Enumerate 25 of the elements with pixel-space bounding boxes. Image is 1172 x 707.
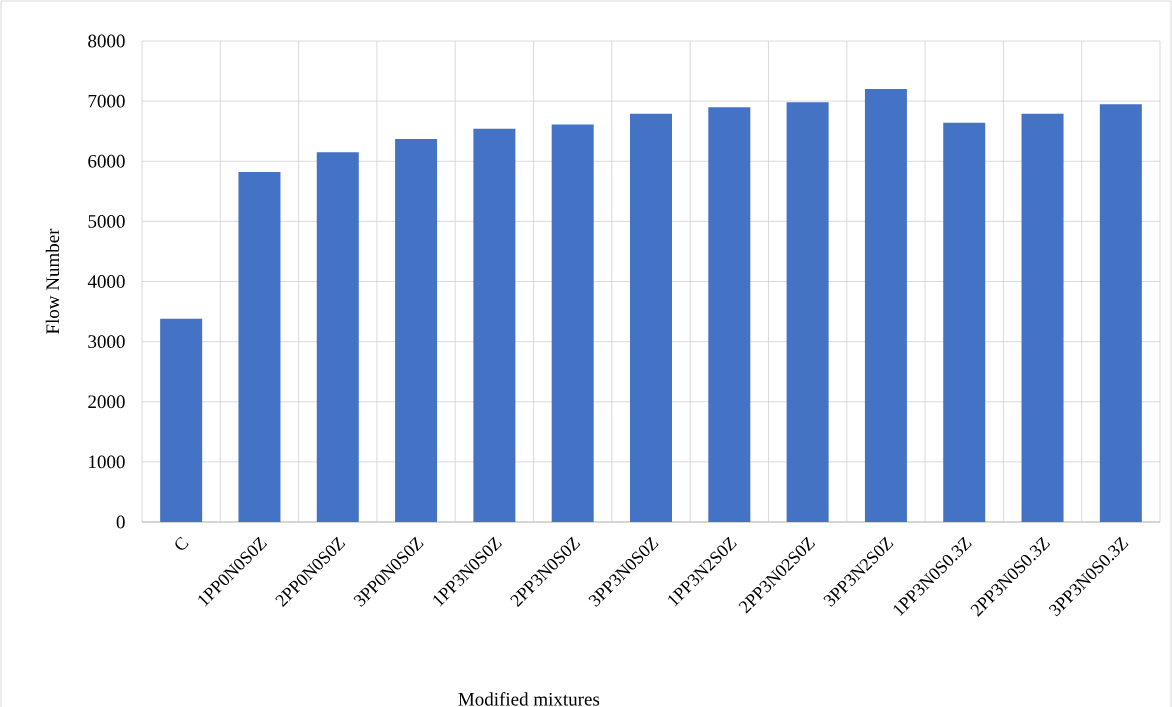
- bar: [160, 318, 203, 523]
- y-tick-label: 7000: [88, 94, 125, 108]
- y-tick-label: 6000: [88, 154, 125, 168]
- bar: [551, 124, 594, 523]
- x-tick-label: C: [175, 536, 189, 550]
- bar: [1099, 104, 1142, 523]
- bar: [473, 128, 516, 523]
- bar: [786, 102, 829, 523]
- y-tick-label: 8000: [88, 34, 125, 48]
- y-tick-label: 3000: [88, 335, 125, 349]
- bar: [238, 172, 281, 523]
- bar: [864, 89, 907, 523]
- bar: [395, 139, 438, 523]
- bar: [943, 122, 986, 523]
- bar: [1021, 113, 1064, 523]
- y-axis-title: Flow Number: [45, 228, 60, 334]
- y-tick-label: 1000: [89, 455, 125, 469]
- y-tick-label: 4000: [87, 275, 125, 288]
- bar: [708, 107, 751, 523]
- y-tick-label: 2000: [88, 395, 125, 409]
- y-tick-label: 5000: [88, 214, 125, 228]
- bar: [630, 113, 672, 523]
- bar: [316, 152, 359, 523]
- x-axis-title: Modified mixtures: [458, 692, 600, 706]
- y-tick-label: 0: [116, 515, 125, 529]
